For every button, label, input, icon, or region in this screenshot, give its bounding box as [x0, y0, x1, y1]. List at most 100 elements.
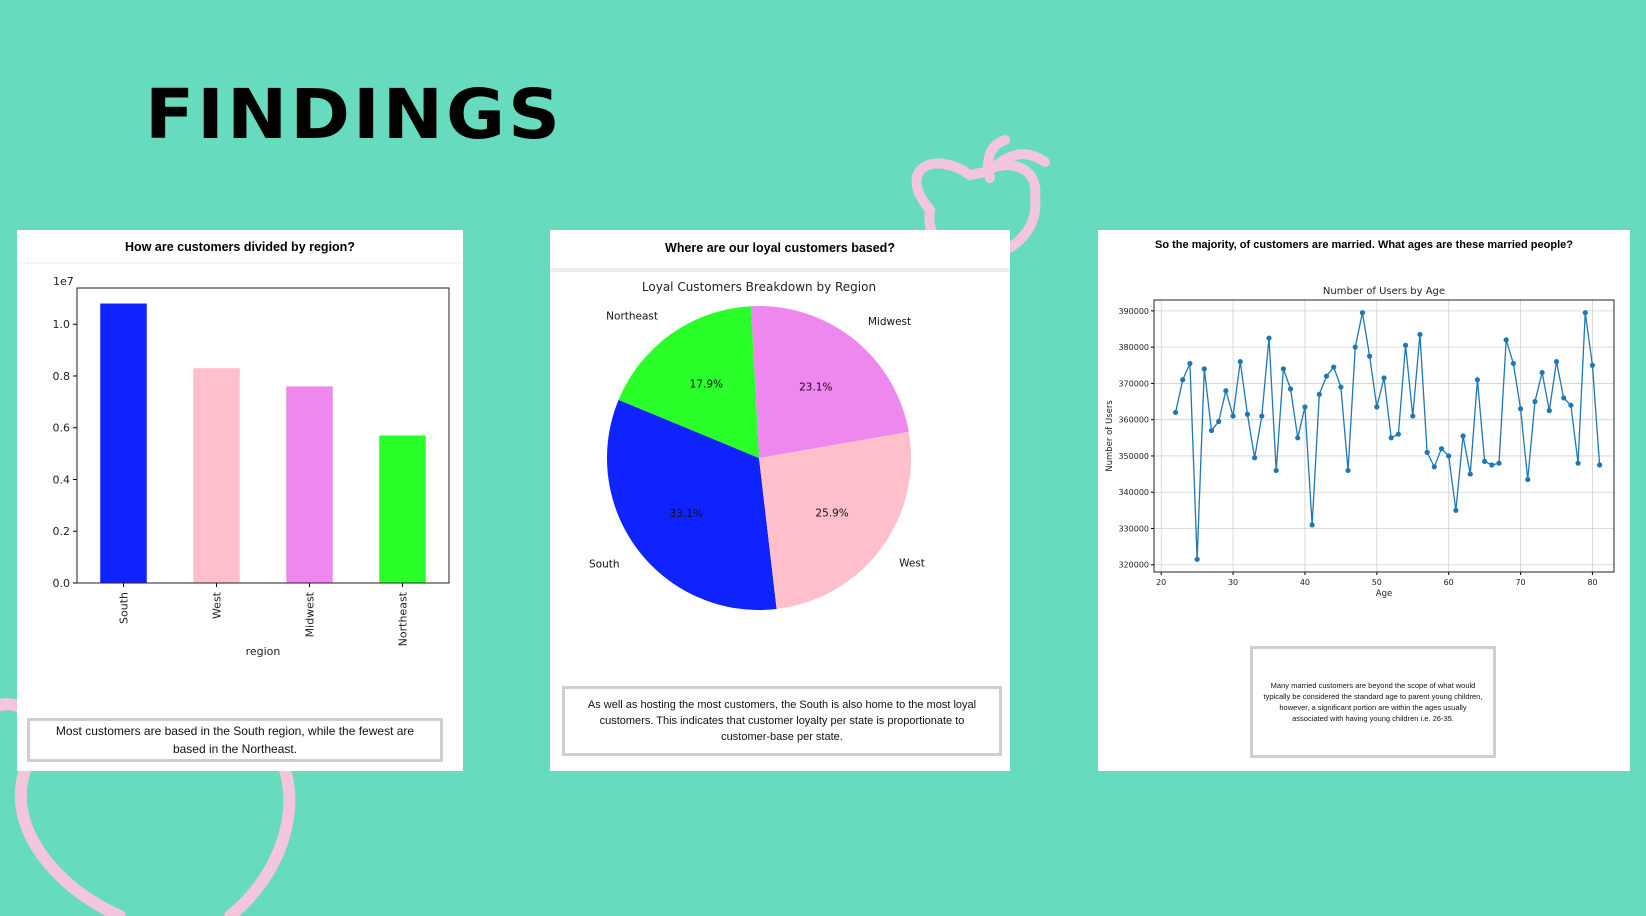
- data-point: [1482, 458, 1488, 464]
- slice-label: Midwest: [868, 316, 911, 328]
- age-line-card: So the majority, of customers are marrie…: [1098, 230, 1630, 771]
- slice-pct-label: 33.1%: [670, 508, 703, 520]
- x-tick-label: 40: [1300, 578, 1310, 587]
- data-point: [1546, 408, 1552, 414]
- data-point: [1216, 418, 1222, 425]
- data-point: [1568, 402, 1574, 408]
- y-tick-label: 1.0: [53, 318, 71, 331]
- data-point: [1395, 431, 1401, 437]
- data-point: [1517, 406, 1524, 412]
- data-point: [1273, 467, 1279, 474]
- x-tick-label: West: [211, 591, 224, 619]
- data-point: [1338, 384, 1344, 390]
- slice-south: [607, 399, 777, 610]
- data-point: [1187, 360, 1193, 367]
- data-point: [1244, 411, 1251, 417]
- y-tick-label: 0.4: [53, 473, 71, 486]
- x-axis-label: region: [246, 645, 281, 658]
- chart-title: Number of Users by Age: [1323, 286, 1445, 297]
- data-point: [1295, 435, 1301, 441]
- data-point: [1525, 476, 1531, 483]
- y-tick-label: 330000: [1118, 524, 1149, 533]
- card-caption: Most customers are based in the South re…: [27, 718, 443, 762]
- data-point: [1553, 359, 1560, 365]
- slice-west: [759, 431, 911, 609]
- data-point: [1316, 391, 1322, 397]
- y-tick-label: 350000: [1118, 452, 1149, 461]
- slice-pct-label: 17.9%: [690, 379, 723, 391]
- card-question: How are customers divided by region?: [125, 240, 355, 254]
- x-tick-label: 80: [1587, 578, 1597, 587]
- slice-pct-label: 23.1%: [799, 382, 832, 394]
- data-point: [1532, 398, 1538, 405]
- y-tick-label: 0.0: [53, 577, 71, 590]
- data-point: [1381, 375, 1387, 381]
- header-divider: [550, 268, 1010, 272]
- bar-south: [100, 303, 147, 583]
- data-point: [1345, 467, 1351, 474]
- x-tick-label: 30: [1228, 578, 1238, 587]
- card-question: So the majority, of customers are marrie…: [1155, 239, 1573, 251]
- plot-frame: [76, 287, 450, 584]
- data-point: [1431, 464, 1437, 470]
- page-title: FINDINGS: [145, 74, 563, 154]
- bar-chart: 1e7 0.0 0.2 0.4 0.6 0.8 1.0 South West Midwest Nor…: [17, 262, 463, 658]
- data-point: [1352, 344, 1358, 350]
- bar-northeast: [379, 435, 426, 583]
- y-tick-label: 390000: [1118, 307, 1149, 316]
- bar-west: [193, 368, 240, 583]
- y-tick-label: 380000: [1118, 343, 1149, 352]
- x-tick-label: Northeast: [397, 591, 410, 646]
- card-caption: As well as hosting the most customers, t…: [562, 686, 1002, 756]
- data-point: [1309, 522, 1315, 528]
- x-tick-label: 70: [1515, 578, 1525, 587]
- card-question: Where are our loyal customers based?: [665, 241, 895, 255]
- y-tick-label: 360000: [1118, 416, 1149, 425]
- data-point: [1539, 369, 1545, 376]
- data-point: [1582, 310, 1588, 316]
- data-point: [1424, 449, 1430, 455]
- data-point: [1194, 556, 1200, 562]
- pie-chart: Loyal Customers Breakdown by Region 33.1%…: [550, 268, 1010, 610]
- slice-northeast: [618, 306, 759, 458]
- slice-midwest: [750, 306, 909, 458]
- data-point: [1323, 373, 1330, 379]
- x-tick-label: 50: [1372, 578, 1382, 587]
- data-point: [1259, 413, 1265, 419]
- x-tick-label: 60: [1444, 578, 1454, 587]
- y-tick-label: 320000: [1118, 561, 1149, 570]
- data-point: [1172, 409, 1179, 416]
- data-point: [1266, 335, 1272, 341]
- data-point: [1237, 359, 1243, 365]
- data-point: [1180, 377, 1186, 383]
- data-point: [1474, 377, 1481, 383]
- data-point: [1417, 331, 1423, 338]
- data-point: [1280, 366, 1286, 372]
- data-point: [1223, 388, 1229, 394]
- data-point: [1467, 471, 1473, 477]
- data-point: [1438, 446, 1445, 452]
- slice-label: South: [589, 558, 620, 570]
- data-point: [1208, 427, 1215, 434]
- data-point: [1359, 310, 1366, 316]
- data-point: [1402, 342, 1409, 348]
- data-point: [1589, 362, 1596, 368]
- y-tick-label: 370000: [1118, 379, 1149, 388]
- data-point: [1503, 337, 1509, 343]
- data-point: [1575, 460, 1581, 466]
- y-tick-label: 0.6: [53, 422, 71, 435]
- slice-label: Northeast: [606, 310, 658, 322]
- data-point: [1460, 433, 1466, 439]
- data-point: [1561, 395, 1567, 401]
- y-tick-label: 0.8: [53, 370, 71, 383]
- x-tick-label: 20: [1156, 578, 1166, 587]
- data-point: [1252, 455, 1258, 461]
- data-point: [1230, 413, 1236, 419]
- data-point: [1489, 462, 1495, 468]
- data-point: [1367, 353, 1373, 359]
- loyal-pie-card: Where are our loyal customers based? Loy…: [550, 230, 1010, 771]
- y-tick-label: 0.2: [53, 525, 71, 538]
- bar-midwest: [286, 386, 333, 583]
- data-point: [1388, 435, 1394, 441]
- series-line: [1174, 312, 1601, 560]
